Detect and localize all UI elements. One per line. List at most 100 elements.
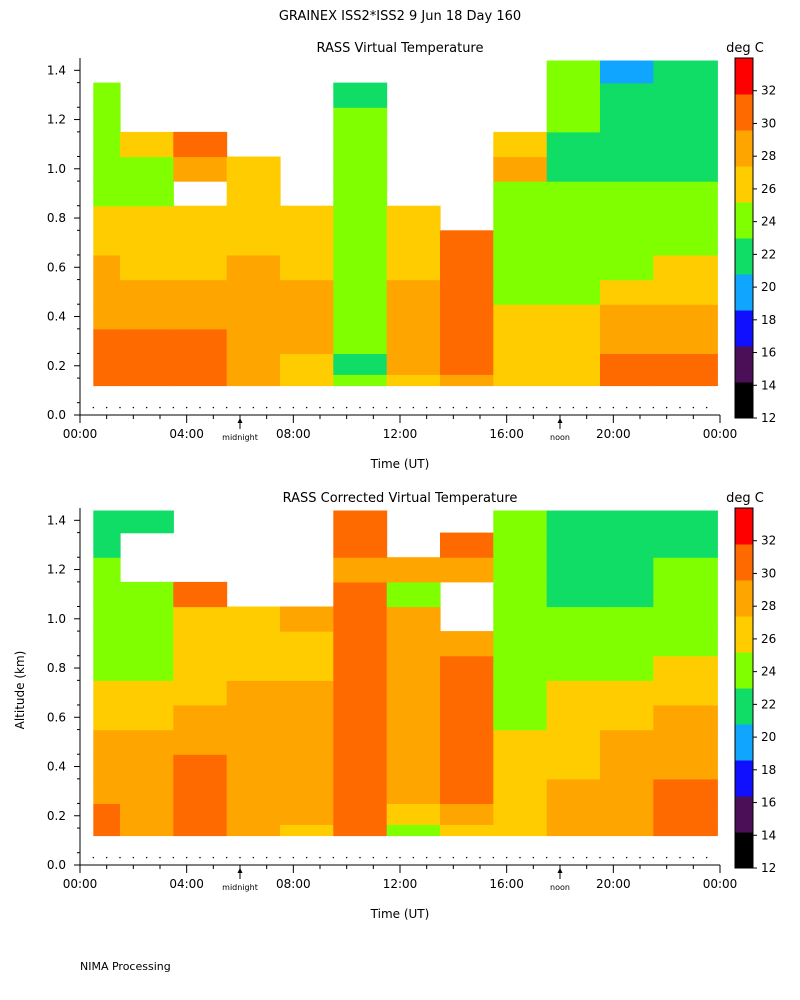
x-tick-label: 16:00 — [489, 427, 524, 441]
heatmap-cell — [333, 532, 388, 558]
heatmap-cell — [120, 156, 174, 182]
heatmap-cell — [173, 824, 228, 837]
heatmap-cell — [440, 279, 494, 305]
baseline-dot — [279, 856, 281, 859]
heatmap-cell — [386, 279, 441, 305]
colorbar-tick-label: 20 — [761, 280, 776, 294]
heatmap-cell — [653, 705, 718, 731]
heatmap-cell — [600, 510, 654, 534]
heatmap-cell — [653, 824, 718, 837]
heatmap-cell — [333, 374, 388, 387]
baseline-dot — [705, 406, 708, 409]
panel-corrected-virtual-temperature: RASS Corrected Virtual Temperature 0.00.… — [13, 491, 776, 921]
heatmap-cell — [386, 754, 441, 780]
heatmap-cell — [653, 205, 718, 231]
baseline-dot — [345, 406, 348, 409]
baseline-dot — [652, 406, 655, 409]
heatmap-cell — [653, 131, 718, 158]
heatmap-cell — [653, 532, 718, 558]
time-marker-label: midnight — [222, 883, 258, 892]
colorbar-swatch — [735, 310, 753, 347]
y-tick-label: 0.6 — [47, 260, 66, 274]
heatmap-cell — [333, 754, 388, 780]
heatmap-cell — [333, 510, 388, 534]
colorbar-swatch — [735, 94, 753, 131]
colorbar-swatch — [735, 760, 753, 797]
heatmap-cell — [493, 631, 548, 657]
heatmap-cell — [440, 255, 494, 281]
baseline-dot — [145, 856, 148, 859]
heatmap-cell — [226, 824, 281, 837]
heatmap-cell — [173, 606, 228, 632]
heatmap-cell — [226, 778, 281, 804]
heatmap-cell — [653, 754, 718, 780]
heatmap-cell — [93, 107, 121, 133]
heatmap-cell — [173, 754, 228, 780]
heatmap-cell — [280, 353, 334, 375]
panel-title: RASS Corrected Virtual Temperature — [283, 491, 518, 506]
heatmap-cell — [173, 304, 228, 330]
baseline-dot — [665, 406, 668, 409]
baseline-dot — [452, 856, 455, 859]
heatmap-cell — [226, 655, 281, 681]
heatmap-cell — [600, 107, 654, 133]
baseline-dot — [372, 856, 375, 859]
heatmap-cell — [440, 532, 494, 558]
colorbar-tick-label: 30 — [761, 566, 776, 580]
heatmap-cell — [120, 374, 174, 387]
heatmap-cell — [440, 803, 494, 825]
heatmap-cell — [653, 631, 718, 657]
colorbar-swatch — [735, 796, 753, 833]
heatmap-cell — [546, 705, 601, 731]
baseline-dot — [559, 406, 561, 409]
heatmap-cell — [226, 374, 281, 387]
baseline-dot — [599, 406, 601, 409]
heatmap-cell — [120, 230, 174, 256]
heatmap-cell — [653, 729, 718, 755]
baseline-dot — [572, 856, 575, 859]
heatmap-cell — [333, 255, 388, 281]
heatmap-cell — [600, 655, 654, 681]
heatmap-cell — [173, 631, 228, 657]
heatmap-cell — [280, 279, 334, 305]
heatmap-cell — [546, 279, 601, 305]
colorbar-tick-label: 18 — [761, 313, 776, 327]
baseline-dot — [265, 856, 268, 859]
baseline-dot — [452, 406, 455, 409]
baseline-dot — [399, 406, 401, 409]
x-tick-label: 04:00 — [169, 427, 204, 441]
heatmap-cell — [93, 304, 121, 330]
baseline-dot — [292, 406, 295, 409]
x-axis-label: Time (UT) — [370, 457, 430, 471]
baseline-dot — [159, 406, 161, 409]
heatmap-cell — [440, 557, 494, 583]
heatmap-cell — [280, 631, 334, 657]
heatmap-cell — [546, 655, 601, 681]
x-tick-label: 16:00 — [489, 877, 524, 891]
baseline-dot — [239, 856, 241, 859]
heatmap-cell — [226, 255, 281, 281]
heatmap-cell — [386, 606, 441, 632]
heatmap-cell — [333, 824, 388, 837]
heatmap-cell — [440, 304, 494, 330]
heatmap-cell — [386, 230, 441, 256]
heatmap-cell — [333, 705, 388, 731]
heatmap-cell — [226, 705, 281, 731]
y-tick-label: 0.8 — [47, 661, 66, 675]
baseline-dot — [585, 406, 588, 409]
baseline-dot — [212, 406, 215, 409]
baseline-dot — [332, 406, 335, 409]
heatmap-cell — [546, 131, 601, 158]
heatmap-cell — [440, 353, 494, 375]
baseline-dot — [519, 406, 521, 409]
heatmap-cell — [493, 803, 548, 825]
heatmap-cell — [333, 729, 388, 755]
baseline-dot — [692, 856, 695, 859]
heatmap-cell — [386, 655, 441, 681]
heatmap-cell — [440, 680, 494, 706]
baseline-dot — [439, 406, 441, 409]
heatmap-cell — [600, 60, 654, 84]
heatmap-cell — [280, 205, 334, 231]
colorbar-tick-label: 28 — [761, 149, 776, 163]
heatmap-cell — [546, 510, 601, 534]
